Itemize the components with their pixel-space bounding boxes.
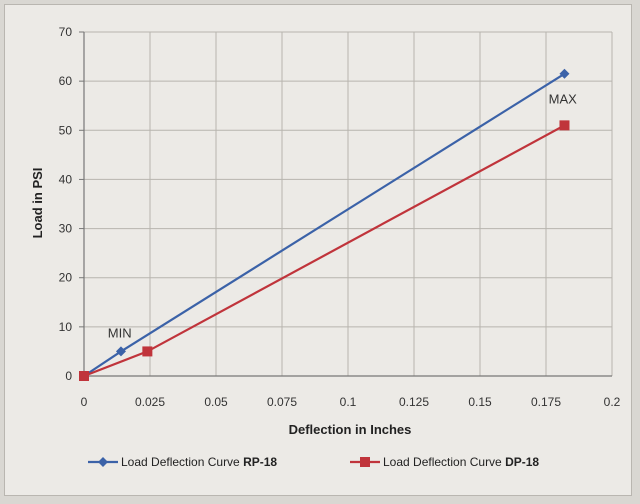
y-tick-label: 20 — [59, 271, 73, 285]
x-tick-label: 0.125 — [399, 395, 429, 409]
x-tick-label: 0.175 — [531, 395, 561, 409]
y-tick-label: 70 — [59, 25, 73, 39]
x-tick-labels: 0 0.025 0.05 0.075 0.1 0.125 0.15 0.175 0.2 — [81, 395, 621, 409]
x-tick-label: 0.025 — [135, 395, 165, 409]
series-line-rp-18 — [83, 72, 566, 377]
y-tick-labels: 0 10 20 30 40 50 60 70 — [59, 25, 73, 383]
data-point-dp-18 — [142, 346, 153, 357]
x-tick-label: 0.2 — [604, 395, 621, 409]
y-tick-label: 0 — [65, 369, 72, 383]
y-tick-label: 30 — [59, 222, 73, 236]
legend-swatch-marker — [360, 457, 370, 467]
y-tick-label: 10 — [59, 320, 73, 334]
series-line-dp-18 — [83, 124, 566, 378]
y-tick-label: 50 — [59, 123, 73, 137]
legend-entry-dp-18: Load Deflection Curve DP-18 — [383, 455, 539, 469]
data-point-rp-18 — [559, 68, 570, 79]
data-point-dp-18 — [79, 371, 89, 381]
x-tick-label: 0.1 — [340, 395, 357, 409]
legend-suffix: DP-18 — [505, 455, 539, 469]
series-markers — [79, 68, 570, 381]
legend-swatch-marker — [98, 457, 108, 467]
x-tick-label: 0.15 — [468, 395, 492, 409]
legend-suffix: RP-18 — [243, 455, 277, 469]
data-point-dp-18 — [559, 120, 570, 131]
legend: Load Deflection Curve RP-18 Load Deflecti… — [88, 455, 539, 469]
x-axis-label: Deflection in Inches — [289, 422, 412, 437]
legend-entry-rp-18: Load Deflection Curve RP-18 — [121, 455, 277, 469]
chart-frame — [4, 4, 632, 496]
y-tick-label: 60 — [59, 74, 73, 88]
y-axis-label: Load in PSI — [30, 168, 45, 239]
axes — [79, 31, 612, 377]
x-tick-label: 0.075 — [267, 395, 297, 409]
y-tick-label: 40 — [59, 172, 73, 186]
data-point-rp-18 — [115, 346, 126, 357]
annotations: MIN MAX — [108, 91, 577, 340]
series-lines — [83, 72, 566, 378]
x-tick-label: 0.05 — [204, 395, 228, 409]
x-tick-label: 0 — [81, 395, 88, 409]
annotation-min: MIN — [108, 326, 132, 341]
annotation-max: MAX — [549, 91, 578, 106]
